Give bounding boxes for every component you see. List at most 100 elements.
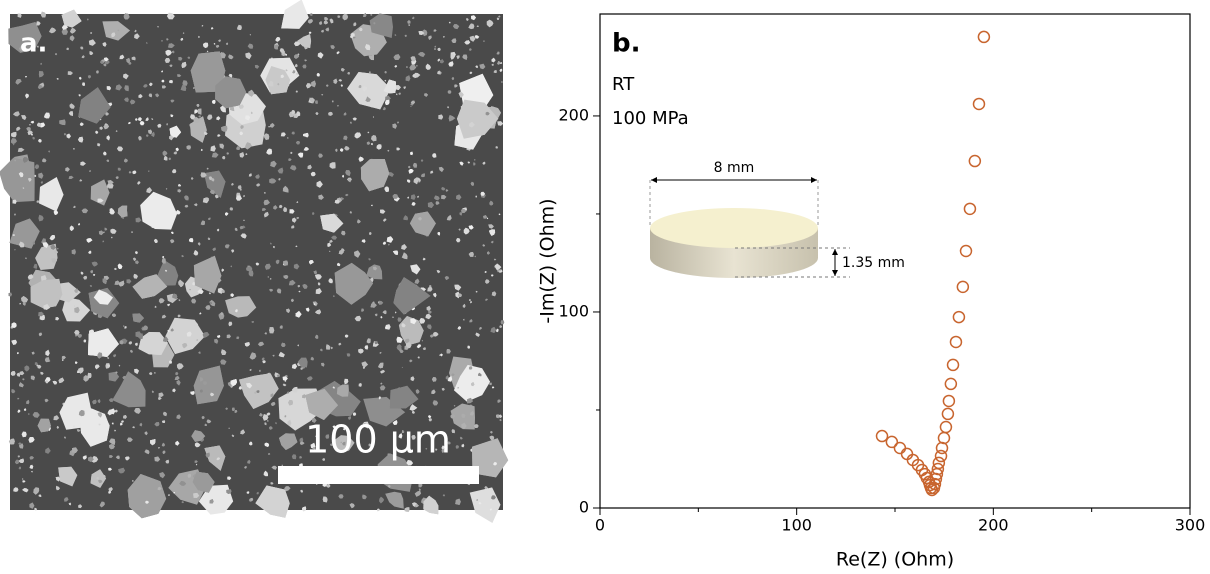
particle <box>278 351 285 358</box>
particle <box>119 422 123 426</box>
particle <box>97 399 101 404</box>
particle <box>414 278 420 284</box>
particle <box>359 27 363 32</box>
particle <box>151 118 154 120</box>
particle <box>315 100 318 104</box>
particle <box>231 407 235 411</box>
particle <box>291 454 297 460</box>
particle <box>121 420 124 423</box>
particle <box>192 282 196 286</box>
particle <box>88 328 119 357</box>
particle <box>154 372 156 374</box>
particle <box>35 243 58 270</box>
particle <box>431 389 436 394</box>
particle <box>43 112 50 119</box>
particle <box>201 416 205 420</box>
particle <box>177 74 182 77</box>
particle <box>30 278 63 309</box>
particle <box>123 13 130 20</box>
particle <box>334 262 374 305</box>
particle <box>95 364 100 370</box>
particle <box>18 442 22 445</box>
particle <box>77 334 82 338</box>
particle <box>109 455 113 458</box>
particle <box>222 156 226 160</box>
particle <box>294 54 300 59</box>
particle <box>115 371 118 374</box>
particle <box>341 197 344 200</box>
particle <box>162 420 166 423</box>
particle <box>268 80 274 87</box>
particle <box>320 213 344 233</box>
particle <box>284 415 287 418</box>
particle <box>246 382 253 389</box>
particle <box>100 60 105 64</box>
particle <box>265 66 291 95</box>
particle <box>313 270 317 275</box>
particle <box>203 131 208 135</box>
particle <box>361 239 366 243</box>
particle <box>29 464 34 469</box>
particle <box>427 201 434 208</box>
particle <box>184 195 189 201</box>
particle <box>469 319 473 323</box>
particle <box>491 57 496 63</box>
x-tick-label: 0 <box>595 516 605 535</box>
particle <box>17 352 19 355</box>
particle <box>374 340 378 345</box>
particle <box>87 372 92 379</box>
particle <box>205 305 211 310</box>
particle <box>470 301 472 304</box>
particle <box>380 209 386 214</box>
particle <box>135 260 139 265</box>
particle <box>72 447 78 453</box>
particle <box>106 86 111 91</box>
particle <box>261 357 265 361</box>
particle <box>330 346 334 350</box>
particle <box>221 268 225 272</box>
particle <box>158 392 164 397</box>
particle <box>412 411 415 414</box>
particle <box>458 91 464 98</box>
particle <box>15 79 22 85</box>
particle <box>417 180 420 183</box>
particle <box>286 391 290 394</box>
particle <box>148 129 153 135</box>
particle <box>19 303 21 305</box>
particle <box>297 53 300 56</box>
particle <box>209 299 216 307</box>
particle <box>433 331 439 337</box>
particle <box>349 211 352 214</box>
particle <box>295 141 300 145</box>
particle <box>95 130 99 134</box>
particle <box>455 498 461 505</box>
particle <box>107 409 113 416</box>
particle <box>230 385 233 388</box>
particle <box>200 377 204 382</box>
particle <box>144 449 150 455</box>
particle <box>418 217 422 221</box>
particle <box>312 212 315 215</box>
particle <box>468 299 472 301</box>
particle <box>338 494 344 499</box>
particle <box>474 35 480 39</box>
particle <box>176 363 184 370</box>
particle <box>434 48 436 50</box>
particle <box>457 326 461 330</box>
particle <box>154 456 161 462</box>
particle <box>385 99 390 105</box>
particle <box>11 339 18 345</box>
particle <box>360 159 390 192</box>
particle <box>221 125 228 132</box>
particle <box>124 326 127 329</box>
particle <box>491 495 496 500</box>
particle <box>37 85 43 89</box>
particle <box>236 336 240 340</box>
particle <box>453 24 460 30</box>
particle <box>343 427 346 431</box>
particle <box>496 51 500 55</box>
particle <box>213 43 216 45</box>
particle <box>463 227 470 235</box>
particle <box>450 54 455 60</box>
particle <box>134 29 137 33</box>
